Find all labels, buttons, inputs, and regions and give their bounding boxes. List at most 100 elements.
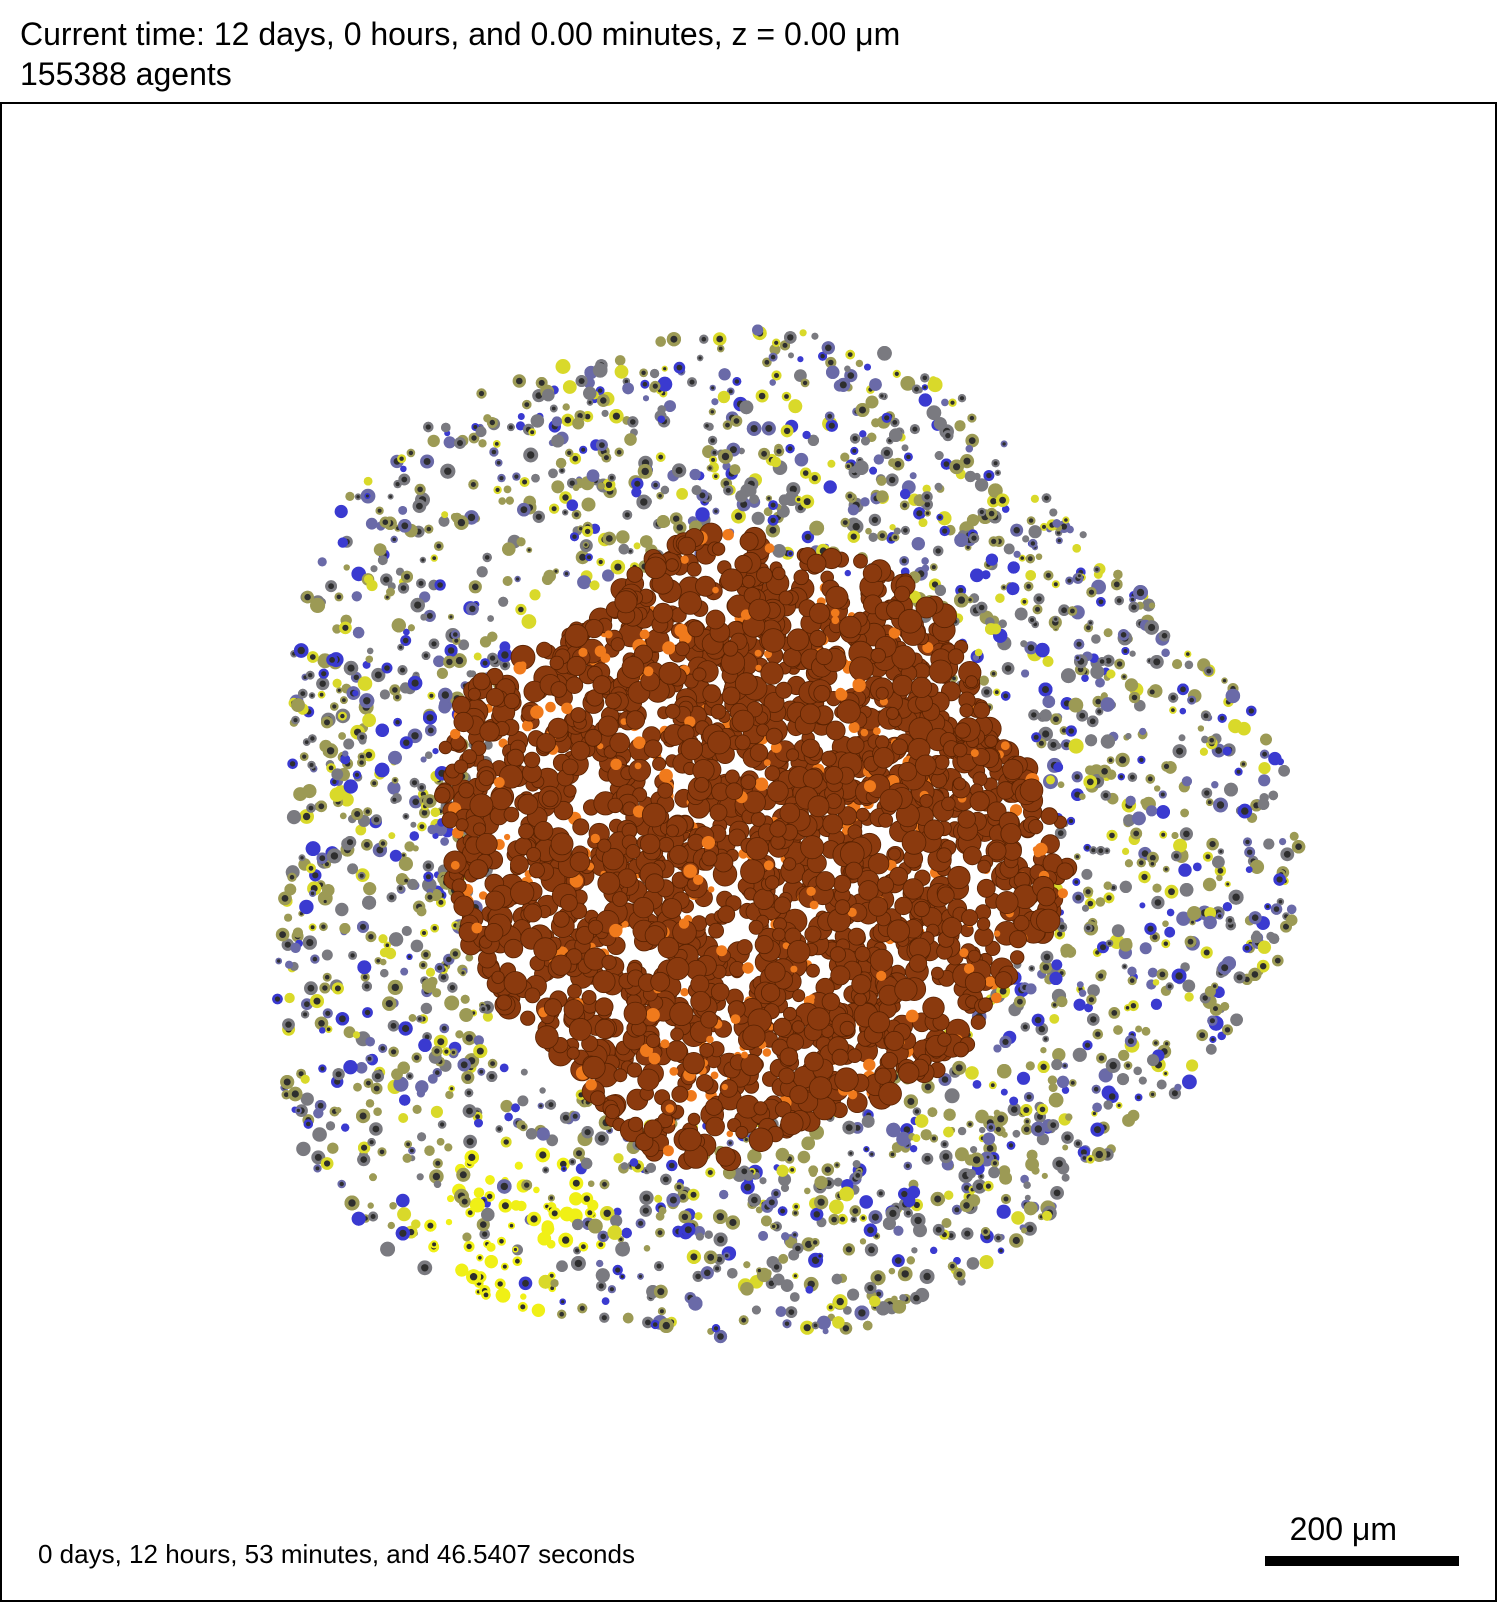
cell-nucleus — [353, 674, 359, 680]
outer-cell — [943, 1126, 954, 1138]
outer-cell — [1066, 525, 1074, 534]
outer-cell — [1003, 543, 1015, 555]
cell-nucleus — [1120, 632, 1127, 638]
outer-cell — [797, 356, 804, 363]
cell-nucleus — [1127, 1038, 1134, 1045]
outer-cell — [804, 1187, 811, 1195]
outer-cell — [844, 365, 851, 373]
cell-nucleus — [619, 1237, 623, 1242]
cell-nucleus — [995, 1126, 1002, 1132]
cell-nucleus — [431, 641, 437, 647]
cell-nucleus — [725, 422, 730, 428]
cell-nucleus — [905, 1163, 910, 1168]
cell-nucleus — [1244, 945, 1250, 951]
cell-nucleus — [609, 475, 614, 480]
outer-cell — [1152, 883, 1162, 893]
outer-cell — [398, 1113, 409, 1123]
outer-cell — [1181, 776, 1192, 787]
cell-nucleus — [1209, 841, 1216, 848]
cell-nucleus — [991, 538, 997, 544]
outer-cell — [616, 530, 630, 544]
cell-nucleus — [847, 372, 855, 379]
cell-nucleus — [750, 425, 758, 433]
outer-cell — [1202, 877, 1217, 892]
cell-nucleus — [894, 461, 902, 468]
outer-cell — [499, 1063, 509, 1073]
outer-cell — [482, 1011, 493, 1022]
cell-nucleus — [484, 555, 490, 560]
outer-cell — [1161, 648, 1170, 657]
outer-cell — [656, 515, 670, 528]
cell-nucleus — [676, 1184, 682, 1190]
cell-nucleus — [469, 1273, 478, 1281]
cell-nucleus — [395, 695, 400, 700]
outer-cell — [610, 1214, 623, 1227]
outer-cell — [1192, 862, 1202, 872]
outer-cell — [291, 698, 305, 712]
outer-cell — [970, 568, 984, 583]
outer-cell — [1134, 699, 1146, 712]
cell-nucleus — [310, 693, 314, 698]
cell-nucleus — [1278, 899, 1283, 904]
cell-nucleus — [979, 1174, 983, 1178]
outer-cell — [654, 1194, 663, 1203]
outer-cell — [840, 452, 850, 462]
outer-cell — [424, 751, 433, 759]
cell-nucleus — [384, 665, 390, 671]
cell-nucleus — [365, 751, 373, 759]
cell-nucleus — [842, 1325, 850, 1332]
cell-nucleus — [408, 450, 414, 456]
outer-cell — [305, 841, 321, 856]
cell-nucleus — [302, 812, 311, 821]
outer-cell — [300, 1092, 314, 1106]
cell-nucleus — [432, 1242, 437, 1247]
outer-cell — [285, 960, 294, 969]
cell-nucleus — [1199, 1032, 1206, 1039]
cell-nucleus — [560, 1160, 567, 1168]
cell-nucleus — [452, 951, 458, 957]
cell-nucleus — [1095, 950, 1100, 955]
outer-cell — [876, 1301, 891, 1316]
outer-cell — [974, 478, 989, 492]
cell-nucleus — [423, 458, 431, 465]
cell-nucleus — [1211, 1037, 1215, 1042]
cell-nucleus — [740, 500, 748, 508]
cell-nucleus — [820, 354, 825, 359]
outer-cell — [1217, 1031, 1226, 1041]
cell-nucleus — [499, 476, 504, 481]
cell-nucleus — [1130, 1003, 1137, 1009]
cell-nucleus — [1044, 1037, 1048, 1041]
outer-cell — [1154, 785, 1161, 792]
outer-cell — [1021, 1227, 1028, 1234]
outer-cell — [781, 1232, 790, 1241]
cell-nucleus — [641, 467, 649, 476]
cell-nucleus — [1064, 518, 1068, 522]
cell-nucleus — [953, 463, 961, 471]
cell-nucleus — [403, 739, 410, 746]
outer-cell — [299, 899, 314, 915]
cell-nucleus — [811, 1256, 820, 1265]
cell-nucleus — [364, 841, 370, 848]
outer-cell — [964, 470, 977, 483]
outer-cell — [556, 1260, 568, 1272]
outer-cell — [310, 597, 326, 613]
cell-nucleus — [1202, 995, 1208, 1001]
cell-nucleus — [598, 1242, 604, 1247]
cell-nucleus — [419, 785, 424, 790]
outer-cell — [694, 1212, 703, 1221]
cell-nucleus — [1106, 895, 1112, 901]
cell-nucleus — [324, 862, 329, 867]
cell-nucleus — [323, 899, 327, 904]
cell-nucleus — [999, 1249, 1003, 1253]
outer-cell — [889, 524, 896, 531]
outer-cell — [322, 884, 335, 897]
cell-nucleus — [530, 1215, 538, 1223]
outer-cell — [859, 1238, 867, 1245]
cell-nucleus — [793, 1233, 797, 1237]
cell-nucleus — [770, 502, 776, 508]
outer-cell — [478, 439, 487, 448]
simulation-viewport: 0 days, 12 hours, 53 minutes, and 46.540… — [0, 102, 1497, 1602]
cell-nucleus — [360, 923, 366, 930]
cell-nucleus — [986, 472, 992, 479]
cell-nucleus — [575, 1248, 580, 1253]
